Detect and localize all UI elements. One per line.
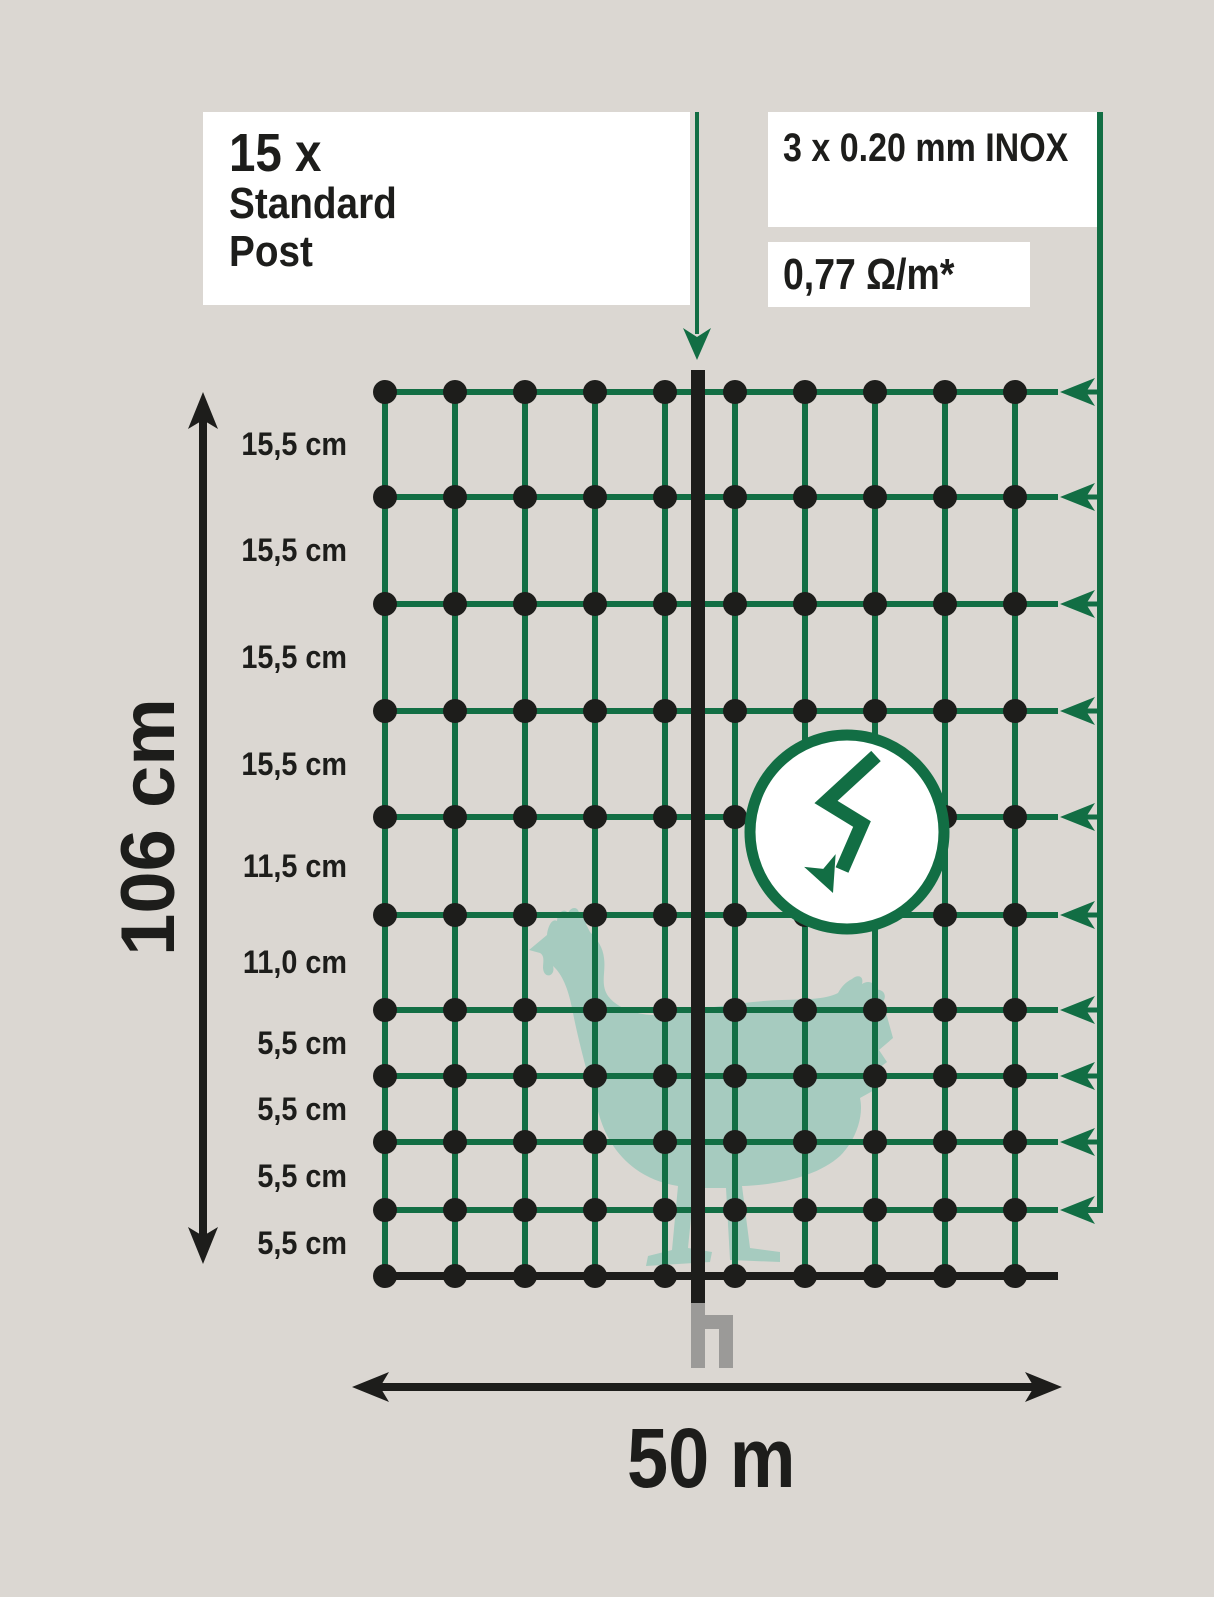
length-dimension-arrow xyxy=(352,1372,1062,1402)
chicken-silhouette-image xyxy=(529,907,893,1266)
row-spacing-label: 5,5 cm xyxy=(257,1158,347,1194)
net-knots xyxy=(373,380,1027,1288)
current-feed-line xyxy=(1086,112,1103,1213)
post-ground-spike xyxy=(691,1303,733,1368)
net-mesh-lines xyxy=(382,389,1058,1276)
row-spacing-label: 15,5 cm xyxy=(241,746,347,782)
wire-spec-box xyxy=(768,112,1097,227)
post-name-line2: Post xyxy=(229,227,313,276)
post-name-line1: Standard xyxy=(229,179,397,228)
post-count-label: 15 x xyxy=(229,123,322,183)
height-dimension-arrow xyxy=(188,392,218,1264)
row-spacing-label: 11,0 cm xyxy=(242,944,347,980)
height-dimension-label: 106 cm xyxy=(106,698,191,956)
row-spacing-label: 5,5 cm xyxy=(257,1091,347,1127)
resistance-box xyxy=(768,242,1030,307)
row-spacing-label: 11,5 cm xyxy=(242,848,347,884)
fence-post xyxy=(691,370,705,1303)
row-spacing-label: 15,5 cm xyxy=(241,532,347,568)
current-feed-arrow-icons xyxy=(1060,378,1100,1224)
post-count-box xyxy=(203,112,690,305)
post-pointer-arrow-icon xyxy=(683,112,711,360)
resistance-label: 0,77 Ω/m* xyxy=(783,250,955,299)
row-spacing-label: 5,5 cm xyxy=(257,1025,347,1061)
length-dimension-label: 50 m xyxy=(627,1411,796,1505)
row-spacing-label: 5,5 cm xyxy=(257,1225,347,1261)
row-spacing-label: 15,5 cm xyxy=(241,426,347,462)
wire-spec-label: 3 x 0.20 mm INOX xyxy=(783,126,1069,170)
high-voltage-icon xyxy=(744,729,950,935)
row-spacing-label: 15,5 cm xyxy=(241,639,347,675)
